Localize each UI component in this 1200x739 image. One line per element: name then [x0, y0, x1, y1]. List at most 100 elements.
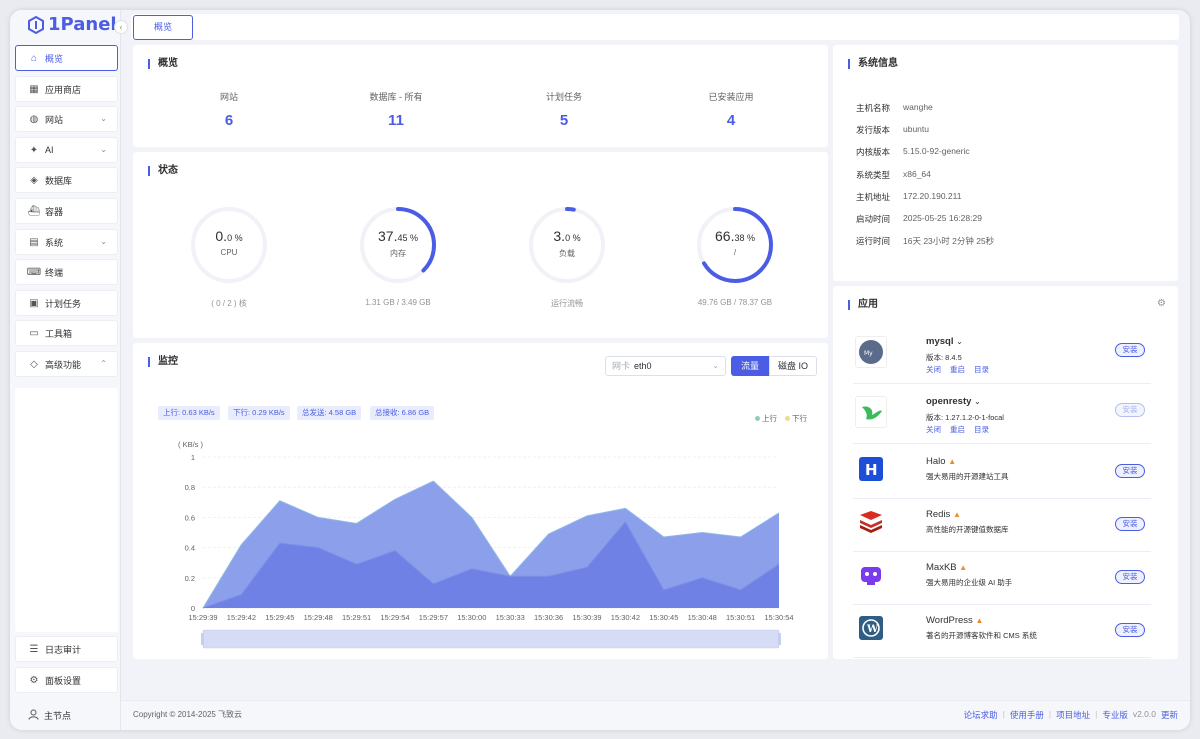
sidebar-item-label: 容器: [45, 206, 64, 217]
docs-link[interactable]: 使用手册: [1009, 710, 1044, 720]
sidebar-item-9[interactable]: ▭ 工具箱: [15, 320, 118, 346]
diamond-icon: ◇: [30, 358, 38, 370]
install-button[interactable]: 安装: [1115, 343, 1145, 357]
gauge-text: 66.38 % /: [694, 228, 776, 257]
forum-link[interactable]: 论坛求助: [963, 710, 998, 720]
update-link[interactable]: 更新: [1160, 710, 1178, 720]
directory-link[interactable]: 目录: [974, 365, 989, 374]
sidebar-bottom-item-0[interactable]: ☰ 日志审计: [15, 636, 118, 662]
zoom-handle-right: [778, 633, 781, 645]
settings-icon[interactable]: ⚙: [1157, 298, 1166, 309]
logo-icon: [28, 15, 44, 34]
app-version: 版本: 8.4.5: [926, 353, 962, 362]
app-version: 版本: 1.27.1.2-0-1-focal: [926, 413, 1004, 422]
pro-link[interactable]: 专业版: [1102, 710, 1128, 720]
collapse-sidebar-button[interactable]: ‹: [114, 20, 128, 34]
app-name[interactable]: MaxKB ▲: [926, 562, 968, 573]
sidebar-item-label: 概览: [45, 53, 64, 64]
gauge-3[interactable]: 66.38 % /: [694, 204, 776, 286]
install-button[interactable]: 安装: [1115, 623, 1145, 637]
chevron-left-icon: ‹: [119, 22, 123, 32]
sidebar-bottom-item-1[interactable]: ⚙ 面板设置: [15, 667, 118, 693]
install-button[interactable]: 安装: [1115, 570, 1145, 584]
gauge-ring: [529, 207, 605, 283]
sidebar-item-label: 高级功能: [45, 359, 82, 370]
nic-select[interactable]: 网卡 eth0 ⌄: [605, 356, 726, 376]
series-line-0: [202, 480, 780, 609]
sidebar-item-6[interactable]: ▤ 系统 ⌄: [15, 229, 118, 255]
node-selector[interactable]: 主节点: [28, 709, 71, 722]
app-name[interactable]: openresty ⌄: [926, 396, 981, 407]
sidebar-item-1[interactable]: ▦ 应用商店: [15, 76, 118, 102]
app-window: 1Panel ⌂ 概览 ▦ 应用商店 ◍ 网站 ⌄ ✦ AI ⌄ ◈ 数据库 ⛴ 容器 ▤ 系统 ⌄ ⌨ 终端 ▣ 计划…: [10, 10, 1190, 730]
app-name[interactable]: WordPress ▲: [926, 615, 984, 626]
x-tick-label: 15:29:45: [265, 613, 294, 622]
gauge-1[interactable]: 37.45 % 内存: [357, 204, 439, 286]
restart-link[interactable]: 重启: [950, 425, 965, 434]
install-button[interactable]: 安装: [1115, 403, 1145, 417]
sidebar-item-0[interactable]: ⌂ 概览: [15, 45, 118, 71]
gauge-ring: [191, 207, 267, 283]
globe-icon: ◍: [29, 113, 39, 125]
nic-placeholder: 网卡: [612, 361, 631, 371]
server-icon: ▤: [29, 236, 39, 248]
traffic-button[interactable]: 流量: [731, 356, 769, 376]
upload-rate-tag: 上行: 0.63 KB/s: [158, 406, 220, 420]
footer-links: 论坛求助 | 使用手册 | 项目地址 | 专业版 v2.0.0 更新: [963, 709, 1178, 720]
app-name[interactable]: mysql ⌄: [926, 336, 963, 347]
sysinfo-row: 主机名称 wanghe: [856, 102, 933, 114]
sidebar-item-8[interactable]: ▣ 计划任务: [15, 290, 118, 316]
app-name[interactable]: Halo ▲: [926, 456, 957, 467]
sidebar-item-4[interactable]: ◈ 数据库: [15, 167, 118, 193]
overview-cronjobs[interactable]: 计划任务 5: [494, 90, 634, 129]
sidebar-item-2[interactable]: ◍ 网站 ⌄: [15, 106, 118, 132]
sidebar-item-3[interactable]: ✦ AI ⌄: [15, 137, 118, 163]
install-button[interactable]: 安装: [1115, 517, 1145, 531]
series-area-1: [203, 521, 779, 608]
gauge-value-dec: 0 %: [565, 233, 581, 243]
node-label: 主节点: [44, 711, 72, 721]
apps-title: 应用: [848, 300, 878, 310]
sidebar-item-10[interactable]: ◇ 高级功能 ⌃: [15, 351, 118, 377]
gauge-2[interactable]: 3.0 % 负载: [526, 204, 608, 286]
overview-value: 11: [388, 112, 404, 129]
overview-value: 4: [726, 112, 736, 129]
halo-icon: H: [855, 453, 887, 485]
legend-upload[interactable]: 上行: [755, 413, 777, 424]
sidebar-item-label: 系统: [45, 237, 64, 248]
stop-link[interactable]: 关闭: [926, 425, 941, 434]
chevron-down-icon: ⌄: [100, 237, 107, 246]
gauge-ring: [697, 207, 773, 283]
x-tick-label: 15:30:51: [726, 613, 755, 622]
x-tick-label: 15:29:42: [227, 613, 256, 622]
disk-io-button[interactable]: 磁盘 IO: [769, 356, 817, 376]
sysinfo-key: 内核版本: [856, 147, 891, 158]
installed-app-row: My mysql ⌄ 版本: 8.4.5 关闭 重启 目录 安装: [853, 328, 1151, 384]
stop-link[interactable]: 关闭: [926, 365, 941, 374]
submenu-panel: [15, 388, 118, 632]
overview-installed-apps[interactable]: 已安装应用 4: [661, 90, 801, 129]
gauge-value-int: 66.: [715, 228, 735, 244]
install-button[interactable]: 安装: [1115, 464, 1145, 478]
app-name[interactable]: Redis ▲: [926, 509, 961, 520]
y-tick-label: 0.6: [185, 513, 195, 522]
layers-icon: ◈: [30, 174, 38, 186]
sidebar-item-7[interactable]: ⌨ 终端: [15, 259, 118, 285]
app-description: 强大易用的开源建站工具: [926, 472, 1009, 481]
restart-link[interactable]: 重启: [950, 365, 965, 374]
overview-databases[interactable]: 数据库 - 所有 11: [326, 90, 466, 129]
overview-websites[interactable]: 网站 6: [159, 90, 299, 129]
project-link[interactable]: 项目地址: [1056, 710, 1091, 720]
directory-link[interactable]: 目录: [974, 425, 989, 434]
gauge-label: 内存: [390, 249, 406, 258]
legend-download[interactable]: 下行: [785, 413, 807, 424]
gear-icon: ⚙: [29, 674, 39, 686]
gauge-0[interactable]: 0.0 % CPU: [188, 204, 270, 286]
fire-icon: ▲: [948, 457, 957, 466]
sidebar-item-label: 数据库: [45, 175, 73, 186]
sysinfo-value: 16天 23小时 2分钟 25秒: [903, 236, 995, 247]
series-line-1: [202, 521, 780, 609]
tab-overview[interactable]: 概览: [133, 15, 193, 40]
app-row: MaxKB ▲ 强大易用的企业级 AI 助手 安装: [853, 552, 1151, 605]
sidebar-item-5[interactable]: ⛴ 容器: [15, 198, 118, 224]
